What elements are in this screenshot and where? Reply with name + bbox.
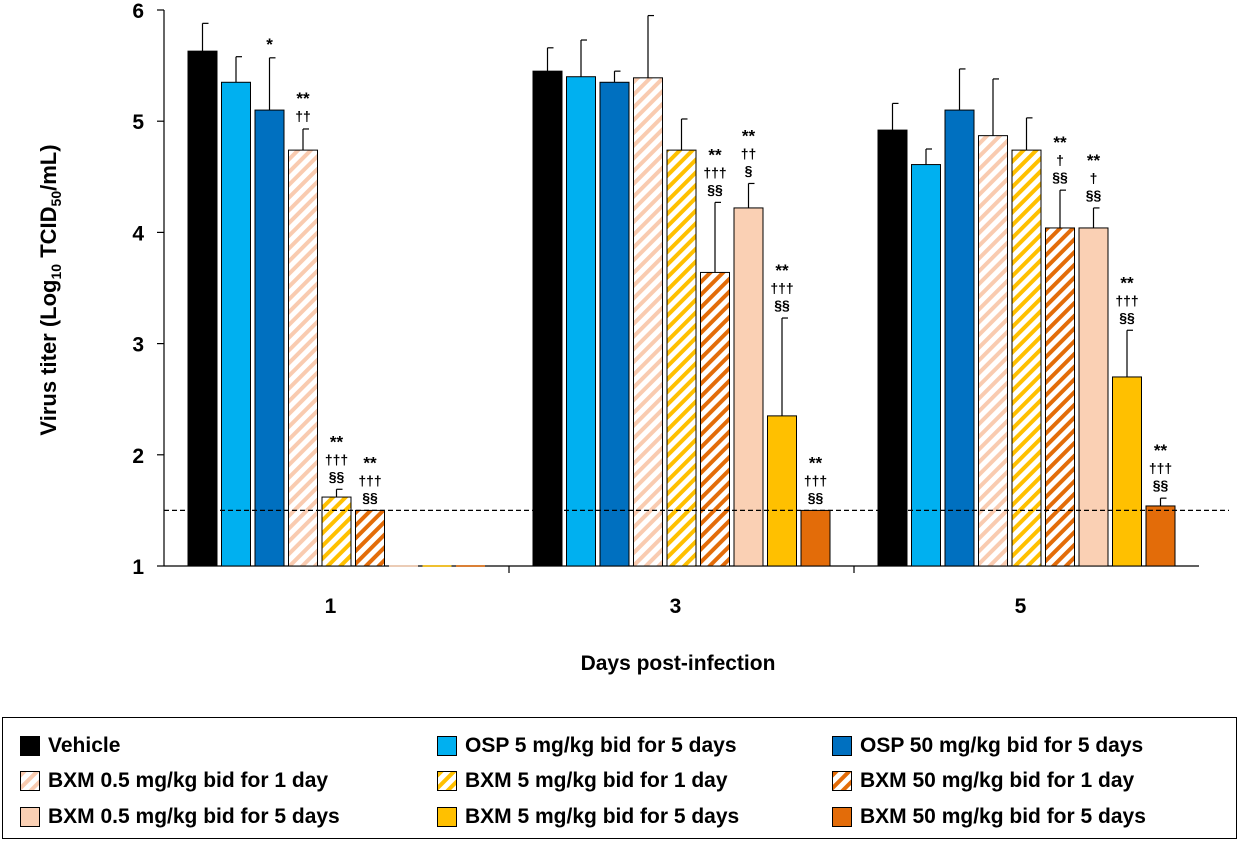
bar xyxy=(288,149,318,567)
legend-swatch xyxy=(20,771,40,791)
y-tick-label: 2 xyxy=(132,445,144,468)
legend-label: BXM 0.5 mg/kg bid for 5 days xyxy=(48,805,340,828)
legend-swatch xyxy=(20,736,40,756)
x-tick-label: 5 xyxy=(1015,595,1027,618)
bar xyxy=(1045,227,1075,567)
significance-label: ** ††† §§ xyxy=(703,145,726,197)
bar xyxy=(1078,227,1109,567)
x-tick-label: 1 xyxy=(325,595,337,618)
bar xyxy=(978,135,1008,567)
legend-item: BXM 50 mg/kg bid for 5 days xyxy=(832,805,1146,829)
legend-item: Vehicle xyxy=(20,734,120,758)
bar xyxy=(355,509,385,567)
significance-label: ** ††† §§ xyxy=(770,261,793,313)
bar xyxy=(532,70,563,567)
significance-label: ** ††† §§ xyxy=(325,432,348,484)
bars xyxy=(187,50,1176,567)
significance-label: ** ††† §§ xyxy=(1149,441,1172,493)
significance-label: ** †† § xyxy=(741,126,757,178)
y-axis-label: Virus titer (Log10 TCID50/mL) xyxy=(36,144,64,435)
y-tick-label: 3 xyxy=(132,334,144,357)
bar-chart: 1 2 3 4 5 6 1 3 5 * ** †† ** ††† §§ ** ††† §§ ** ††† §§ ** † §… xyxy=(36,0,1229,675)
bar xyxy=(1145,505,1176,567)
legend-label: BXM 5 mg/kg bid for 1 day xyxy=(465,769,728,792)
y-tick-label: 5 xyxy=(132,111,144,134)
bar xyxy=(911,164,941,567)
legend-label: BXM 0.5 mg/kg bid for 1 day xyxy=(48,769,329,792)
bar xyxy=(221,81,251,567)
significance-label: * xyxy=(266,35,273,54)
legend-swatch xyxy=(832,807,852,827)
bar xyxy=(877,129,908,567)
bar xyxy=(733,207,764,567)
significance-label: ** ††† §§ xyxy=(358,453,381,505)
x-tick-label: 3 xyxy=(670,595,682,618)
legend-swatch xyxy=(832,771,852,791)
bar xyxy=(633,77,663,567)
legend-swatch xyxy=(437,736,457,756)
bar xyxy=(254,109,285,567)
legend-label: BXM 5 mg/kg bid for 5 days xyxy=(465,805,740,828)
bar xyxy=(700,271,730,567)
legend-label: BXM 50 mg/kg bid for 1 day xyxy=(860,769,1135,792)
significance-label: ** † §§ xyxy=(1052,133,1068,185)
legend-swatch xyxy=(437,771,457,791)
significance-label: ** †† xyxy=(295,89,311,124)
significance-label: ** ††† §§ xyxy=(804,453,827,505)
legend-swatch xyxy=(437,807,457,827)
bar xyxy=(566,76,596,567)
legend-item: BXM 0.5 mg/kg bid for 5 days xyxy=(20,805,340,829)
bar xyxy=(666,149,697,567)
legend-label: OSP 5 mg/kg bid for 5 days xyxy=(465,734,737,757)
significance-label: ** † §§ xyxy=(1086,151,1102,203)
legend xyxy=(2,717,1237,839)
legend-label: BXM 50 mg/kg bid for 5 days xyxy=(860,805,1146,828)
bar xyxy=(1112,376,1142,567)
y-tick-label: 6 xyxy=(132,0,144,23)
legend-item: BXM 50 mg/kg bid for 1 day xyxy=(832,769,1134,793)
bar xyxy=(599,81,630,567)
legend-swatch xyxy=(832,736,852,756)
bar xyxy=(800,509,831,567)
bar xyxy=(187,50,218,567)
x-axis-label: Days post-infection xyxy=(581,652,776,675)
bar xyxy=(321,496,352,567)
legend-label: OSP 50 mg/kg bid for 5 days xyxy=(860,734,1144,757)
bar xyxy=(1011,149,1042,567)
legend-item: BXM 0.5 mg/kg bid for 1 day xyxy=(20,769,328,793)
bar xyxy=(944,109,975,567)
legend-label: Vehicle xyxy=(48,734,121,757)
legend-swatch xyxy=(20,807,40,827)
significance-annotations: * ** †† ** ††† §§ ** ††† §§ ** ††† §§ ** † §§ ** †† § ** † §… xyxy=(266,35,1172,506)
legend-item: OSP 50 mg/kg bid for 5 days xyxy=(832,734,1143,758)
significance-label: ** ††† §§ xyxy=(1115,273,1138,325)
legend-item: BXM 5 mg/kg bid for 1 day xyxy=(437,769,728,793)
error-bars xyxy=(201,14,1167,506)
legend-item: BXM 5 mg/kg bid for 5 days xyxy=(437,805,739,829)
y-tick-label: 1 xyxy=(132,556,144,579)
bar xyxy=(767,415,797,567)
y-tick-label: 4 xyxy=(132,222,144,245)
legend-item: OSP 5 mg/kg bid for 5 days xyxy=(437,734,737,758)
